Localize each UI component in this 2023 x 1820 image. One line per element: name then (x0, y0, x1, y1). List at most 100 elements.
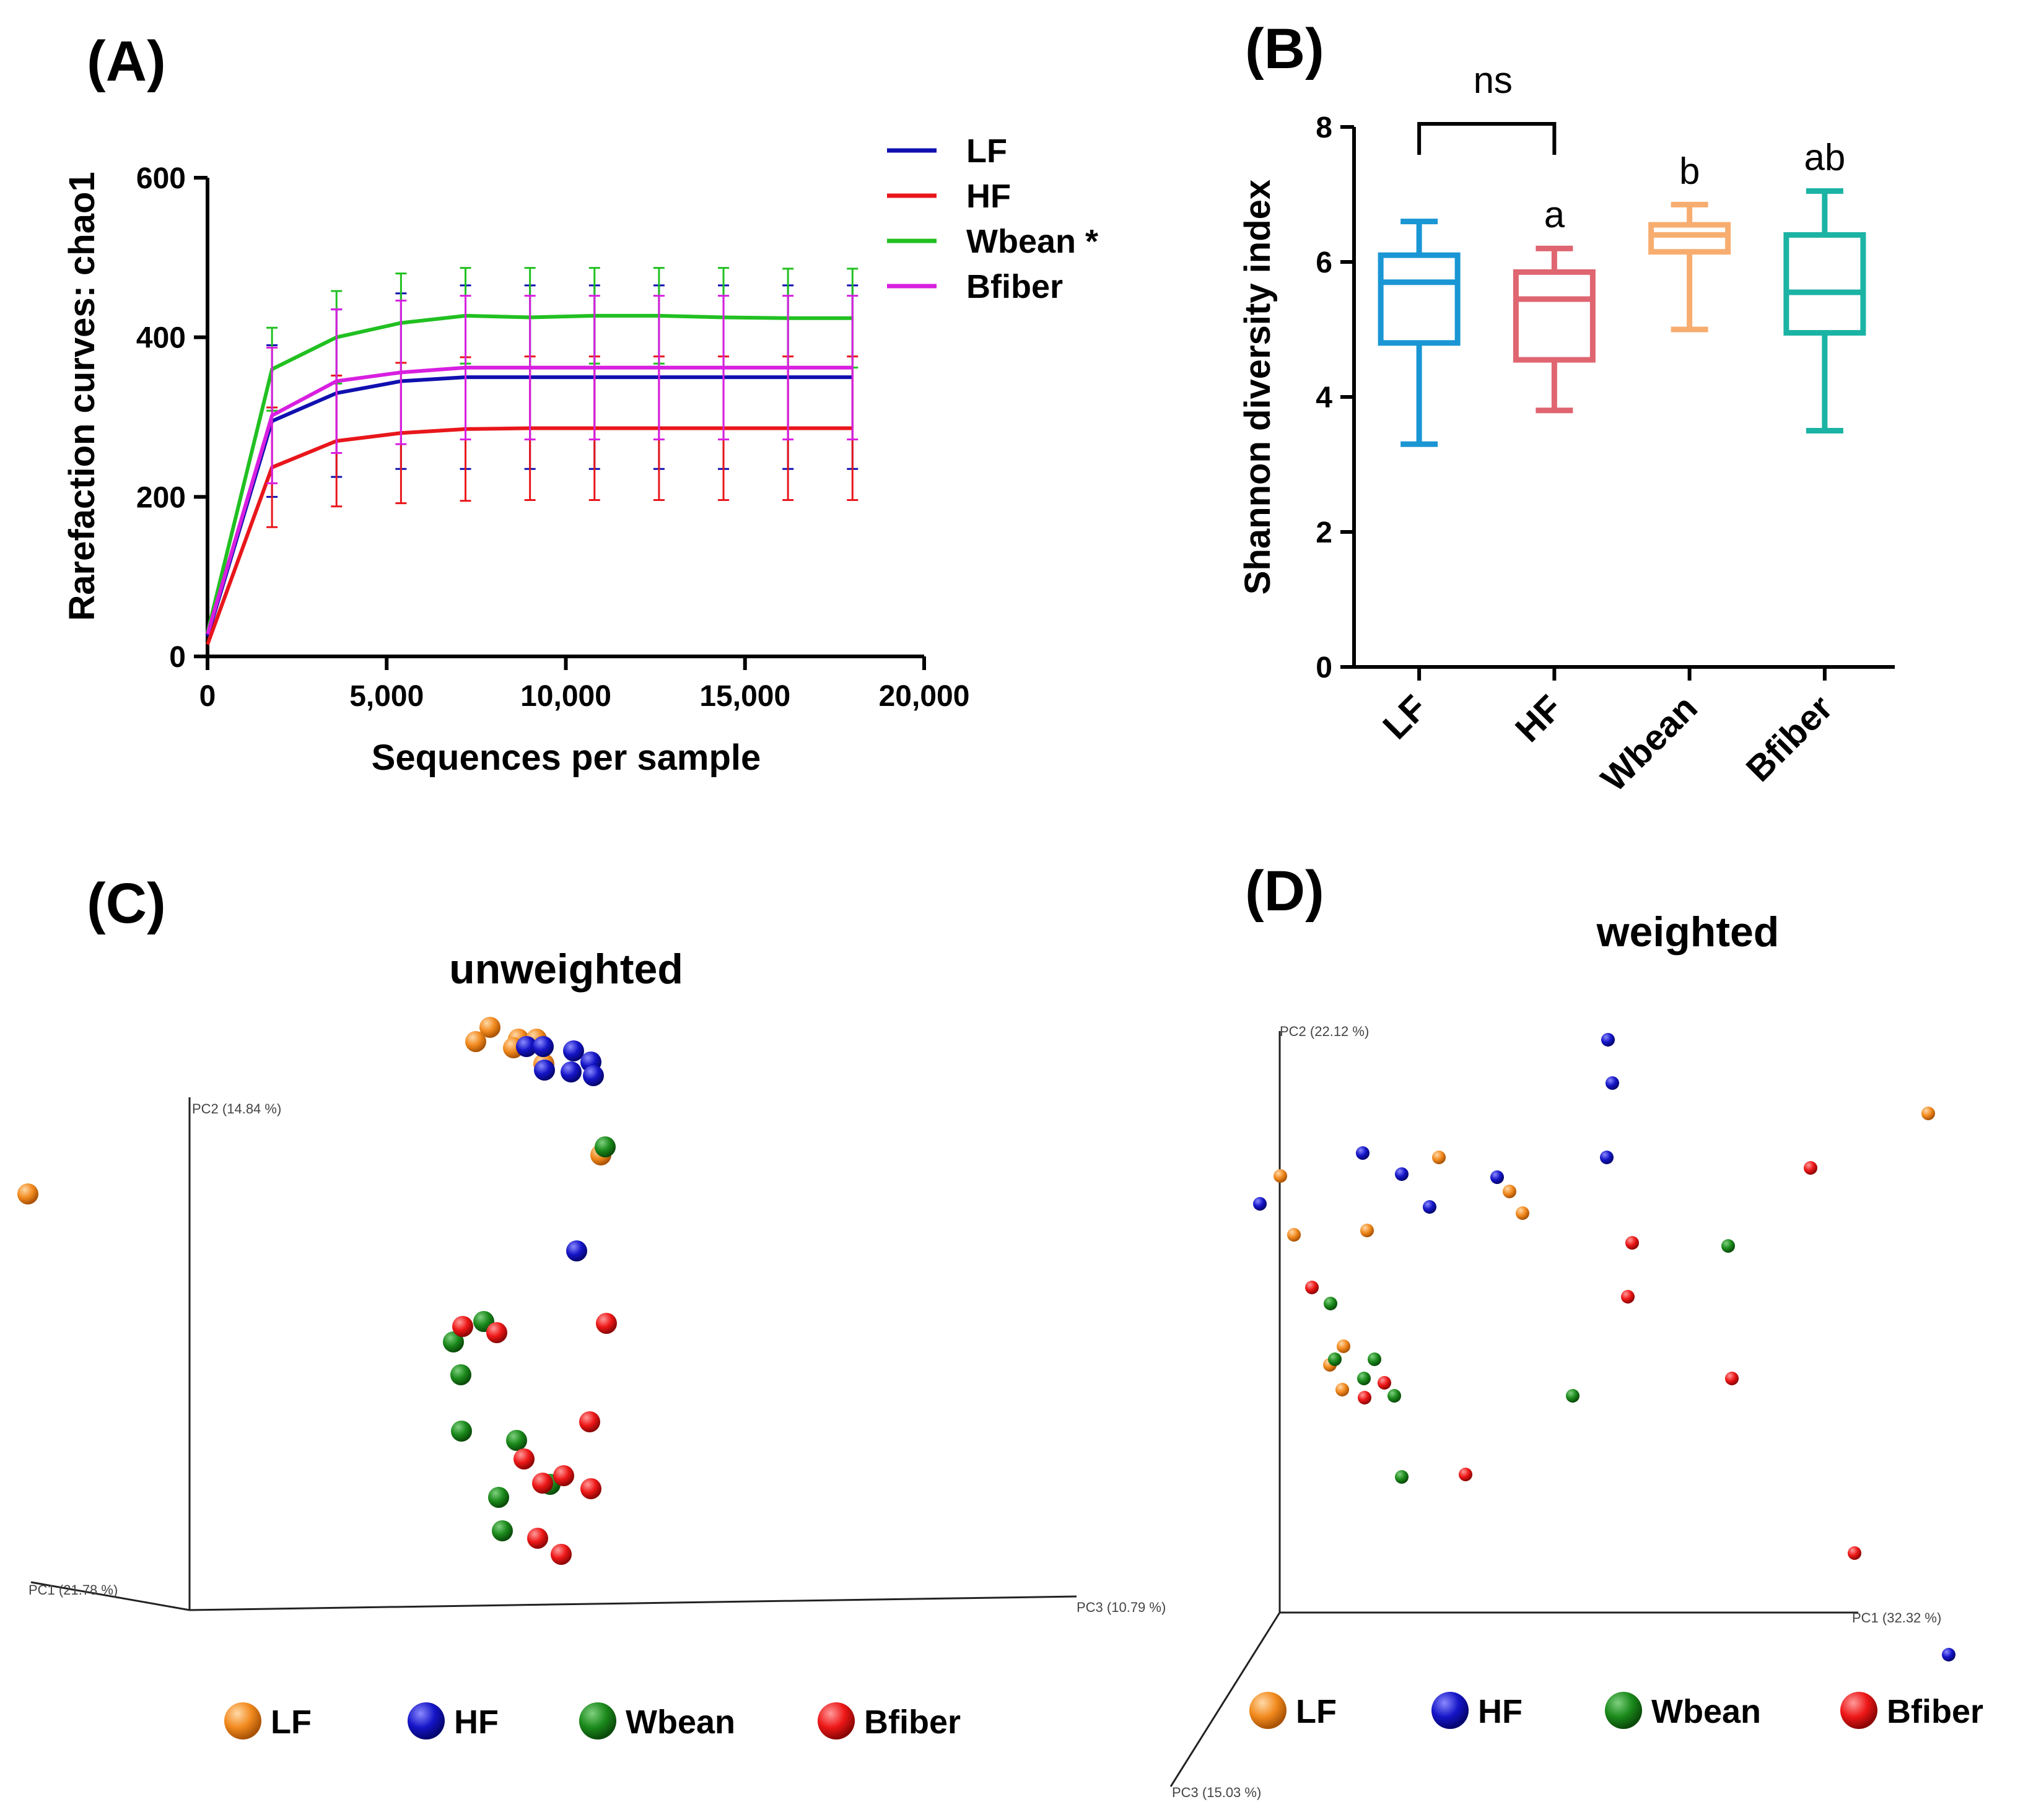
y-tick-label: 400 (136, 322, 186, 355)
legend-marker-bfiber (1840, 1692, 1877, 1729)
legend-marker-bfiber (818, 1702, 855, 1739)
legend-label: Wbean * (966, 223, 1098, 260)
unweighted-point-hf (534, 1060, 555, 1081)
comparison-label: ns (1474, 59, 1513, 101)
pc1-axis-line (30, 1581, 190, 1611)
panel-c-legend: LF HF Wbean Bfiber (224, 1702, 961, 1741)
weighted-point-bfiber (1725, 1372, 1739, 1385)
legend-label: LF (966, 133, 1007, 170)
unweighted-point-lf (479, 1017, 500, 1038)
y-tick-label: 600 (136, 162, 186, 195)
x-tick-label: LF (1375, 687, 1435, 747)
box-lf (1378, 219, 1461, 447)
panel-a: (A) 0 200 400 600 0 5,000 10,000 15,000 20,000 R… (62, 30, 1098, 778)
y-tick-label: 8 (1316, 111, 1332, 144)
unweighted-point-bfiber (532, 1473, 553, 1494)
unweighted-point-hf (561, 1061, 582, 1082)
unweighted-point-lf (17, 1183, 38, 1204)
panel-d: (D) weighted PC2 (22.12 %) PC1 (32.32 %)… (1169, 860, 1983, 1800)
unweighted-point-bfiber (580, 1478, 601, 1499)
unweighted-point-bfiber (513, 1448, 535, 1469)
legend-marker-wbean (579, 1702, 616, 1739)
panel-c: (C) unweighted PC2 (14.84 %) PC3 (10.79 … (17, 872, 1166, 1741)
weighted-point-wbean (1324, 1297, 1337, 1310)
unweighted-point-lf (465, 1031, 486, 1052)
series-lf (206, 284, 859, 637)
weighted-point-bfiber (1804, 1161, 1817, 1175)
box-iqr (1648, 222, 1731, 255)
panel-b: (B) 0 2 4 6 8 LF a HF b Wbean ab Bfiber ns Shannon d… (1238, 17, 1895, 799)
x-tick-label: HF (1508, 687, 1570, 750)
legend-marker-lf (1249, 1692, 1287, 1729)
pc3-axis-line (1169, 1612, 1281, 1787)
weighted-point-lf (1335, 1383, 1349, 1396)
weighted-point-wbean (1566, 1389, 1580, 1403)
unweighted-point-wbean (506, 1430, 527, 1451)
weighted-point-wbean (1357, 1372, 1371, 1385)
comparison-bracket (1417, 122, 1557, 155)
legend-label: HF (966, 178, 1011, 215)
x-tick-label: 20,000 (879, 680, 970, 713)
unweighted-point-wbean (450, 1364, 471, 1385)
legend-label: LF (271, 1704, 312, 1741)
significance-letter: a (1544, 194, 1565, 235)
unweighted-point-hf (563, 1040, 584, 1061)
weighted-point-bfiber (1621, 1290, 1635, 1304)
y-tick-label: 6 (1316, 246, 1332, 279)
weighted-point-hf (1942, 1648, 1955, 1661)
weighted-point-hf (1600, 1151, 1614, 1164)
weighted-point-lf (1516, 1206, 1529, 1220)
unweighted-point-bfiber (596, 1313, 617, 1334)
legend-marker-wbean (1605, 1692, 1642, 1729)
series-wbean (206, 267, 859, 634)
x-tick-label: Bfiber (1739, 687, 1840, 789)
weighted-point-wbean (1368, 1352, 1381, 1366)
unweighted-point-bfiber (553, 1465, 574, 1486)
legend-label: Bfiber (966, 268, 1063, 305)
weighted-point-wbean (1328, 1352, 1342, 1366)
weighted-point-lf (1432, 1151, 1446, 1164)
weighted-point-hf (1423, 1200, 1436, 1214)
pc3-axis-label: PC3 (15.03 %) (1172, 1785, 1261, 1800)
y-tick-label: 2 (1316, 516, 1332, 549)
weighted-point-hf (1395, 1167, 1409, 1181)
pc1-axis-label: PC1 (21.78 %) (28, 1582, 118, 1598)
unweighted-point-wbean (488, 1487, 509, 1508)
weighted-point-wbean (1387, 1389, 1401, 1403)
legend-label: Bfiber (1887, 1693, 1983, 1730)
weighted-point-bfiber (1358, 1391, 1371, 1404)
panel-a-y-axis-title: Rarefaction curves: chao1 (62, 172, 102, 620)
box-iqr (1378, 252, 1461, 346)
weighted-point-wbean (1395, 1470, 1409, 1484)
x-tick-label: Wbean (1593, 687, 1705, 799)
box-iqr (1513, 269, 1596, 363)
x-tick-label: 10,000 (520, 680, 611, 713)
panel-d-points (1253, 1033, 1955, 1661)
panel-d-legend: LF HF Wbean Bfiber (1249, 1692, 1983, 1730)
unweighted-point-wbean (595, 1136, 616, 1157)
unweighted-point-bfiber (486, 1322, 507, 1343)
y-tick-label: 0 (1316, 651, 1332, 684)
unweighted-point-bfiber (551, 1544, 572, 1565)
unweighted-point-bfiber (579, 1411, 600, 1432)
x-tick-label: 5,000 (349, 680, 424, 713)
series-bfiber (206, 295, 859, 635)
legend-label: HF (1478, 1693, 1523, 1730)
weighted-point-hf (1606, 1076, 1619, 1090)
panel-c-axes: PC2 (14.84 %) PC3 (10.79 %) PC1 (21.78 %… (28, 1097, 1166, 1615)
legend-label: Wbean (1651, 1693, 1761, 1730)
y-tick-label: 0 (169, 641, 186, 674)
series-line (206, 365, 853, 635)
panel-c-label: (C) (87, 872, 166, 935)
unweighted-point-wbean (492, 1520, 513, 1541)
panel-d-title: weighted (1596, 908, 1780, 956)
panel-d-axes: PC2 (22.12 %) PC1 (32.32 %) PC3 (15.03 %… (1169, 1024, 1941, 1800)
panel-a-plot: 0 200 400 600 0 5,000 10,000 15,000 20,000 (136, 162, 970, 713)
legend-marker-lf (224, 1702, 261, 1739)
weighted-point-bfiber (1848, 1546, 1861, 1560)
weighted-point-wbean (1721, 1239, 1735, 1253)
unweighted-point-wbean (451, 1421, 472, 1442)
panel-a-x-axis-title: Sequences per sample (372, 738, 761, 778)
legend-label: Wbean (626, 1704, 735, 1741)
y-tick-label: 4 (1316, 381, 1332, 414)
